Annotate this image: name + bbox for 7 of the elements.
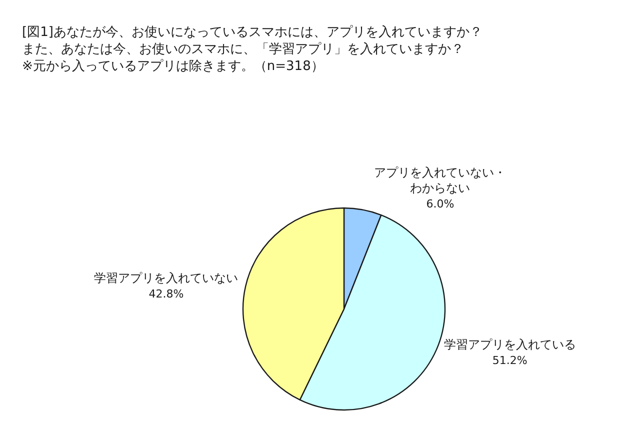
slice-label: 学習アプリを入れている xyxy=(444,337,576,352)
slice-label: アプリを入れていない・わからない xyxy=(374,165,506,195)
data-label: 42.8% xyxy=(148,287,184,300)
chart-title: [図1]あなたが今、お使いになっているスマホには、アプリを入れていますか？また、あなたは今、お使いのスマホに、「学習アプリ」を入れていますか？※元から入っているアプリは除きます。（n=318） xyxy=(22,25,482,74)
data-label: 51.2% xyxy=(492,354,528,367)
slice-label: 学習アプリを入れていない xyxy=(94,270,238,285)
data-label: 6.0% xyxy=(426,198,454,211)
